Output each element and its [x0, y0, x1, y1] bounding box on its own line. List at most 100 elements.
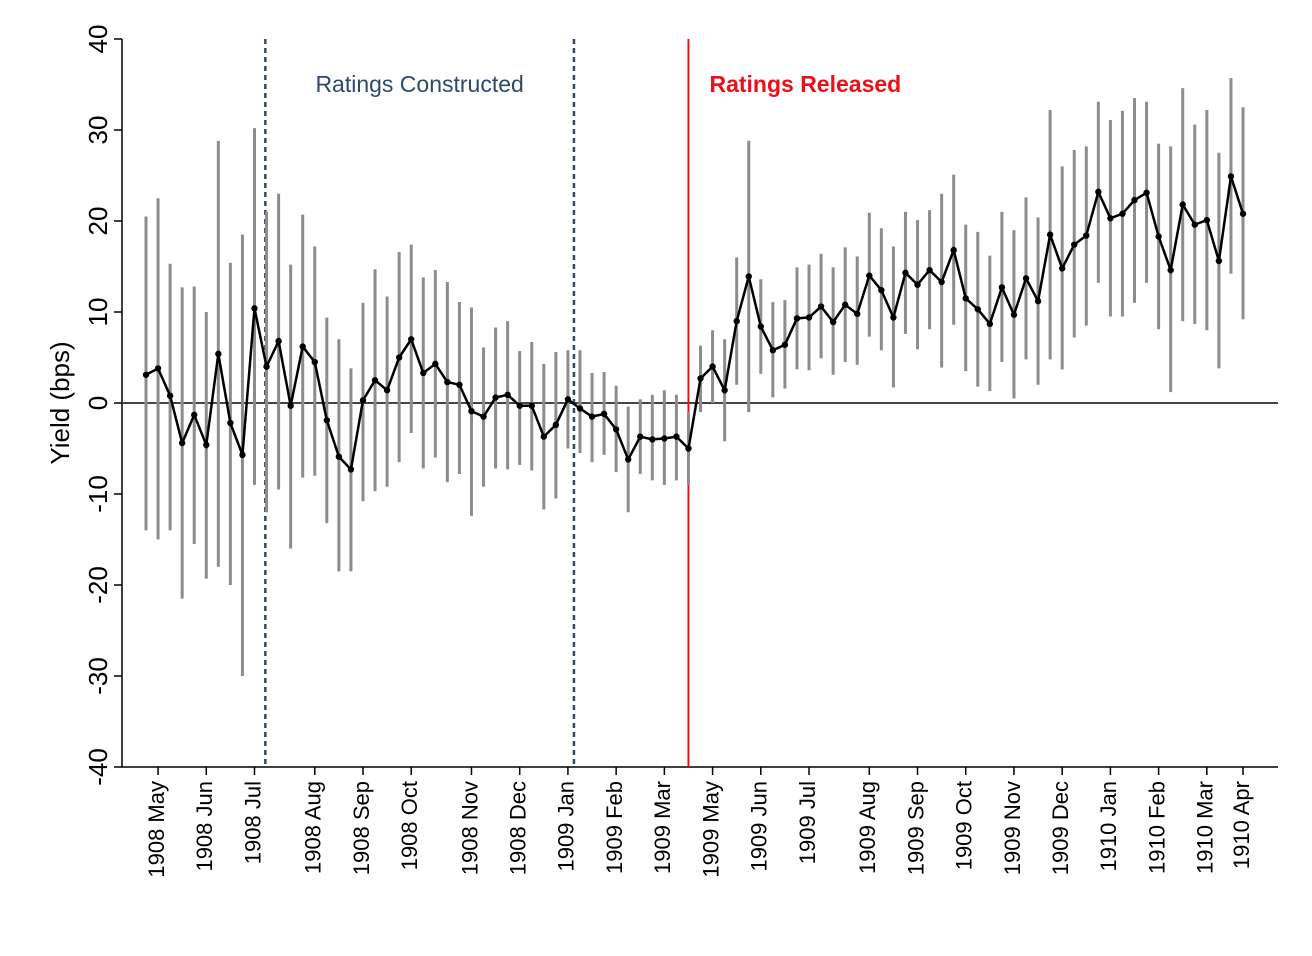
data-point	[166, 392, 174, 399]
data-point	[805, 314, 813, 321]
y-tick-label: -40	[83, 748, 113, 786]
y-tick-label: -30	[83, 657, 113, 695]
x-tick-label: 1908 Nov	[457, 781, 482, 875]
data-point	[1143, 189, 1150, 196]
data-point	[866, 272, 873, 279]
data-point	[902, 269, 909, 277]
data-point	[203, 441, 210, 449]
data-point	[142, 371, 150, 378]
y-tick-label: 20	[83, 207, 113, 236]
data-point	[721, 387, 728, 394]
x-tick-label: 1910 Jan	[1096, 781, 1121, 872]
data-point	[191, 411, 198, 419]
x-tick-label: 1909 Mar	[650, 781, 675, 874]
x-tick-label: 1910 Mar	[1193, 781, 1218, 874]
data-point	[1155, 233, 1162, 240]
data-point	[697, 375, 704, 382]
data-point	[516, 402, 523, 409]
x-tick-label: 1908 Jun	[192, 781, 217, 872]
x-tick-label: 1909 Jun	[747, 781, 772, 872]
data-point	[239, 451, 246, 459]
data-point	[1010, 311, 1018, 318]
y-tick-label: 10	[83, 298, 113, 327]
x-tick-label: 1908 May	[144, 781, 169, 878]
data-point	[420, 369, 427, 377]
data-point	[552, 421, 560, 429]
data-point	[492, 394, 499, 401]
data-point	[540, 433, 548, 440]
data-point	[480, 413, 487, 420]
data-point	[914, 281, 921, 288]
data-point	[673, 433, 680, 440]
data-point	[709, 363, 716, 370]
data-point	[1058, 265, 1066, 272]
data-point	[745, 273, 752, 280]
data-point	[817, 303, 825, 310]
x-tick-label: 1909 Jul	[795, 781, 820, 864]
y-tick-label: -20	[83, 566, 113, 604]
data-point	[1239, 210, 1247, 217]
x-tick-label: 1908 Dec	[506, 781, 531, 875]
data-point	[637, 433, 644, 440]
data-point	[600, 410, 608, 418]
data-point	[661, 435, 668, 442]
x-tick-label: 1910 Feb	[1144, 781, 1169, 874]
data-point	[263, 363, 270, 370]
data-point	[950, 246, 957, 254]
y-tick-label: 30	[83, 116, 113, 145]
data-point	[251, 305, 258, 312]
data-point	[359, 397, 367, 404]
data-point	[227, 419, 234, 427]
data-point	[890, 314, 897, 321]
data-point	[323, 417, 331, 424]
data-point	[1191, 221, 1198, 228]
data-point	[1203, 216, 1211, 224]
data-point	[468, 407, 475, 415]
data-point	[576, 405, 584, 412]
data-point	[624, 456, 632, 463]
y-tick-label: 40	[83, 25, 113, 54]
data-point	[408, 336, 415, 343]
y-tick-label: 0	[83, 396, 113, 410]
data-point	[986, 320, 994, 328]
x-tick-label: 1908 Jul	[240, 781, 265, 864]
data-point	[649, 436, 656, 443]
data-point	[1022, 275, 1030, 282]
y-axis-label: Yield (bps)	[45, 341, 75, 464]
data-point	[793, 315, 801, 322]
data-point	[854, 310, 861, 318]
data-point	[1034, 297, 1042, 305]
series-line	[145, 176, 1245, 473]
x-tick-label: 1909 Nov	[1000, 781, 1025, 875]
data-point	[1046, 231, 1054, 238]
data-point	[347, 466, 355, 473]
data-point	[841, 301, 849, 308]
data-point	[938, 278, 945, 286]
data-point	[962, 295, 969, 302]
data-point	[781, 341, 789, 348]
data-point	[998, 284, 1006, 291]
x-tick-label: 1909 May	[698, 781, 723, 878]
data-point	[588, 413, 596, 420]
data-point	[733, 317, 740, 325]
data-point	[1083, 232, 1090, 239]
data-point	[926, 266, 933, 274]
data-point	[757, 323, 765, 330]
annotation: Ratings Constructed	[315, 71, 523, 97]
x-tick-label: 1908 Aug	[301, 781, 326, 874]
data-point	[1071, 241, 1078, 248]
data-point	[1179, 201, 1186, 208]
x-tick-label: 1908 Oct	[397, 781, 422, 870]
data-point	[769, 347, 777, 354]
annotation: Ratings Released	[709, 71, 901, 97]
data-point	[299, 343, 306, 350]
data-point	[311, 358, 318, 366]
data-point	[974, 306, 981, 313]
data-point	[528, 402, 535, 409]
data-point	[878, 286, 885, 294]
data-point	[612, 426, 620, 433]
data-point	[215, 350, 222, 358]
data-point	[287, 402, 294, 409]
data-point	[685, 445, 692, 452]
data-point	[1131, 196, 1138, 204]
